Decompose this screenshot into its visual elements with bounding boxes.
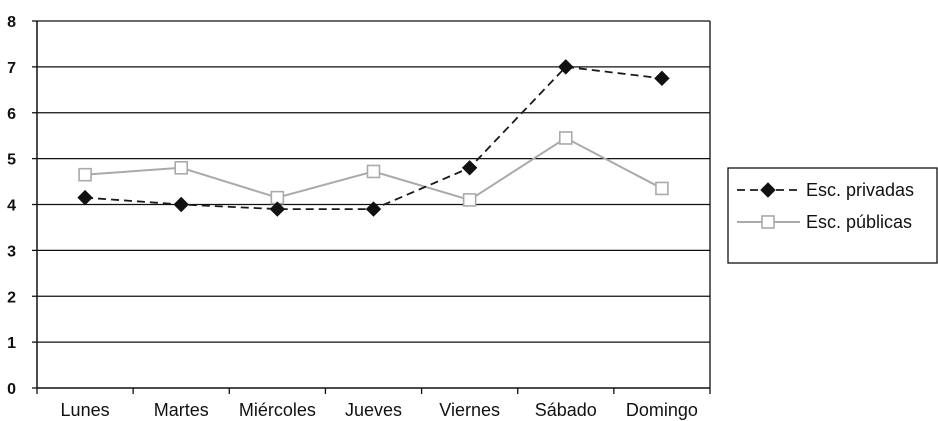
y-tick-label: 3 bbox=[7, 243, 16, 260]
data-point bbox=[269, 201, 286, 217]
x-tick-label: Miércoles bbox=[239, 400, 316, 420]
x-tick-label: Lunes bbox=[61, 400, 110, 420]
legend: Esc. privadas Esc. públicas bbox=[727, 167, 938, 264]
data-point bbox=[655, 181, 669, 196]
series bbox=[77, 59, 670, 217]
data-point bbox=[558, 59, 574, 75]
data-point bbox=[174, 161, 189, 175]
x-tick-label: Martes bbox=[154, 400, 209, 420]
y-tick-label: 6 bbox=[7, 106, 16, 123]
data-point bbox=[462, 193, 477, 207]
x-tick-label: Jueves bbox=[345, 400, 402, 420]
data-point bbox=[760, 182, 776, 198]
x-tick-label: Sábado bbox=[535, 400, 597, 420]
data-point bbox=[654, 70, 670, 87]
legend-label: Esc. públicas bbox=[806, 212, 912, 232]
y-tick-label: 0 bbox=[7, 381, 16, 398]
gridlines bbox=[37, 20, 711, 388]
data-point bbox=[77, 189, 93, 206]
y-tick-label: 4 bbox=[7, 198, 16, 215]
y-tick-label: 5 bbox=[7, 152, 16, 169]
y-tick-label: 7 bbox=[7, 60, 16, 77]
data-point bbox=[173, 196, 189, 213]
series-publicas bbox=[78, 131, 669, 207]
data-point bbox=[761, 215, 775, 229]
data-point bbox=[461, 160, 478, 176]
legend-label: Esc. privadas bbox=[806, 180, 914, 200]
series-privadas bbox=[77, 59, 670, 217]
y-tick-label: 2 bbox=[7, 289, 16, 306]
y-tick-label: 1 bbox=[7, 335, 16, 352]
data-point bbox=[78, 167, 92, 182]
data-point bbox=[365, 201, 382, 217]
data-point bbox=[366, 164, 381, 179]
x-tick-label: Viernes bbox=[439, 400, 500, 420]
series-line bbox=[85, 65, 663, 210]
x-tick-label: Domingo bbox=[626, 400, 698, 420]
x-axis-ticks: Lunes Martes Miércoles Jueves Viernes Sábado D… bbox=[36, 388, 711, 420]
data-point bbox=[558, 131, 573, 145]
y-axis-ticks: 0 1 2 3 4 5 6 7 8 bbox=[7, 14, 37, 398]
y-tick-label: 8 bbox=[7, 14, 16, 31]
